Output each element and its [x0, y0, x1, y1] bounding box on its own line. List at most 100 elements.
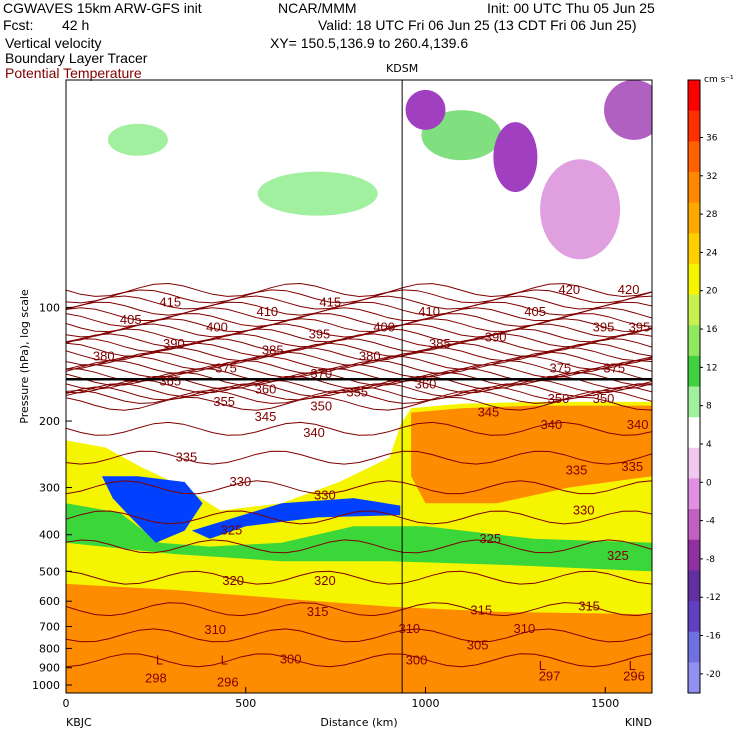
- theta-label: 325: [607, 548, 629, 563]
- forecast-label: Fcst:: [3, 17, 34, 33]
- tracer-blue-band: [191, 498, 401, 539]
- theta-label: 350: [548, 391, 570, 406]
- colorbar-swatch: [688, 355, 700, 387]
- theta-label: 300: [280, 651, 302, 666]
- theta-label: 350: [593, 391, 615, 406]
- colorbar-swatch: [688, 141, 700, 173]
- theta-label: 315: [578, 599, 600, 614]
- theta-contour: [66, 386, 652, 401]
- theta-label: 375: [549, 360, 571, 375]
- colorbar-swatch: [688, 417, 700, 449]
- colorbar-swatch: [688, 171, 700, 204]
- theta-label: 405: [524, 304, 546, 319]
- tracer-green-band: [66, 503, 652, 572]
- theta-contour: [66, 282, 652, 298]
- colorbar-frame: [687, 79, 701, 694]
- theta-label: 355: [346, 384, 368, 399]
- y-tick-label: 300: [39, 482, 60, 495]
- theta-label: L: [629, 658, 636, 673]
- theta-label: 420: [558, 282, 580, 297]
- theta-label: 335: [621, 459, 643, 474]
- theta-label: 330: [573, 502, 595, 517]
- theta-contour: [66, 333, 652, 348]
- theta-contour: [66, 342, 652, 357]
- y-tick-label: 700: [39, 621, 60, 634]
- theta-contour: [66, 389, 652, 404]
- center-label: NCAR/MMM: [278, 0, 357, 16]
- theta-labels: 420 420 415 415 405 410 400 395 400 410 405 395 395 3…: [93, 282, 650, 689]
- theta-label: 310: [514, 621, 536, 636]
- colorbar-swatch: [688, 80, 700, 112]
- theta-label: 410: [418, 304, 440, 319]
- theta-label: 345: [478, 405, 500, 420]
- theta-label: 296: [623, 669, 645, 684]
- x-tick-label: 1000: [412, 697, 440, 710]
- colorbar-swatch: [688, 601, 700, 633]
- theta-label: 296: [217, 675, 239, 690]
- colorbar-swatch: [688, 662, 700, 694]
- theta-contour: [66, 628, 652, 643]
- theta-label: 340: [303, 425, 325, 440]
- field-vertical-velocity: Vertical velocity: [5, 35, 102, 51]
- theta-label: 400: [206, 319, 228, 334]
- theta-contour: [66, 653, 652, 668]
- colorbar-swatch: [688, 294, 700, 326]
- y-tick-label: 1000: [32, 679, 60, 692]
- y-axis-label: Pressure (hPa), log scale: [18, 289, 31, 424]
- field-boundary-layer-tracer: Boundary Layer Tracer: [5, 50, 148, 66]
- theta-label: 335: [176, 450, 198, 465]
- theta-label: 395: [629, 319, 651, 334]
- theta-label: 415: [159, 294, 181, 309]
- colorbar-swatch: [688, 447, 700, 479]
- x-tick-label: 500: [235, 697, 256, 710]
- theta-label: 325: [221, 523, 243, 538]
- colorbar-swatch: [688, 263, 700, 296]
- field-potential-temperature: Potential Temperature: [5, 65, 142, 81]
- theta-label: 385: [262, 342, 284, 357]
- theta-contours: [66, 80, 652, 693]
- colorbar-tick-label: 0: [706, 478, 712, 488]
- y-tick-label: 800: [39, 642, 60, 655]
- theta-label: 298: [145, 670, 167, 685]
- upward-motion-blob: [107, 123, 168, 156]
- left-endpoint-label: KBJC: [66, 716, 92, 729]
- theta-label: 395: [593, 319, 615, 334]
- theta-label: 320: [222, 573, 244, 588]
- theta-label: 395: [309, 327, 331, 342]
- theta-label: 320: [314, 573, 336, 588]
- theta-label: 350: [310, 398, 332, 413]
- theta-contour: [66, 318, 652, 333]
- theta-label: L: [156, 652, 163, 667]
- theta-label: 297: [539, 669, 561, 684]
- y-tick-label: 200: [39, 415, 60, 428]
- theta-contour: [66, 602, 652, 617]
- colorbar-unit: cm s⁻¹: [704, 75, 734, 85]
- theta-label: 360: [415, 376, 437, 391]
- colorbar-tick-label: 28: [706, 210, 718, 220]
- cross-section-endpoints: XY= 150.5,136.9 to 260.4,139.6: [270, 35, 469, 51]
- theta-label: 385: [429, 336, 451, 351]
- theta-label: 380: [93, 349, 115, 364]
- colorbar-swatch: [688, 233, 700, 265]
- theta-label: 310: [204, 622, 226, 637]
- colorbar-tick-label: 16: [706, 325, 718, 335]
- theta-label: 415: [319, 294, 341, 309]
- theta-contour: [66, 570, 652, 585]
- y-tick-label: 900: [39, 662, 60, 675]
- colorbar-tick-label: 4: [706, 440, 712, 450]
- colorbar-tick-label: -12: [706, 593, 721, 603]
- theta-label: 335: [566, 462, 588, 477]
- theta-label: 405: [120, 312, 142, 327]
- plot-frame: [65, 79, 653, 694]
- colorbar-tick-label: 24: [706, 248, 718, 258]
- upward-motion-blob: [421, 110, 502, 161]
- theta-label: 345: [255, 409, 277, 424]
- x-tick-label: 1500: [591, 697, 619, 710]
- theta-label: 380: [359, 349, 381, 364]
- theta-label: 400: [373, 319, 395, 334]
- model-title: CGWAVES 15km ARW-GFS init: [3, 0, 202, 16]
- colorbar-tick-label: -20: [706, 670, 721, 680]
- theta-label: 375: [603, 360, 625, 375]
- colorbar-tick-label: -16: [706, 632, 721, 642]
